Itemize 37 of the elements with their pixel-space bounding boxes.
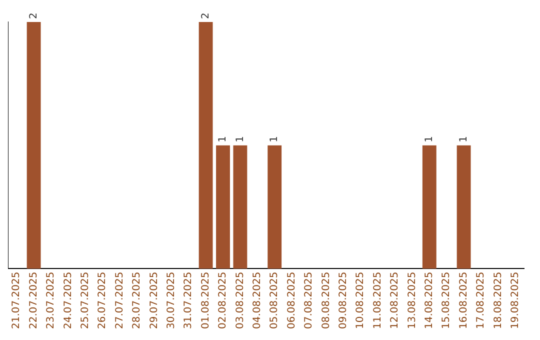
data-label: 1 [424,136,435,142]
x-tick-label: 05.08.2025 [269,272,280,330]
x-tick-label: 27.07.2025 [114,272,126,330]
data-label: 1 [269,136,280,142]
x-tick-label: 18.08.2025 [492,272,504,330]
data-label: 2 [28,12,40,19]
x-tick-label: 25.07.2025 [80,272,91,330]
x-tick-label: 07.08.2025 [304,272,315,330]
x-tick-label: 23.07.2025 [46,272,57,330]
x-tick-label: 06.08.2025 [286,272,298,330]
data-label: 1 [458,136,470,142]
data-label: 1 [218,136,229,142]
x-tick-label: 31.07.2025 [183,272,194,330]
x-tick-label: 08.08.2025 [320,272,332,330]
x-tick-label: 03.08.2025 [234,272,246,330]
x-tick-label: 26.07.2025 [97,272,108,330]
x-tick-label: 19.08.2025 [510,272,521,330]
x-tick-label: 10.08.2025 [355,272,366,330]
x-tick-label: 15.08.2025 [441,272,452,330]
x-tick-label: 30.07.2025 [166,272,177,330]
x-tick-label: 09.08.2025 [338,272,349,330]
x-tick-label: 13.08.2025 [406,272,418,330]
data-label: 1 [234,136,246,142]
x-tick-label: 22.07.2025 [28,272,40,330]
x-tick-label: 28.07.2025 [132,272,143,330]
x-tick-label: 16.08.2025 [458,272,470,330]
x-tick-label: 04.08.2025 [252,272,263,330]
x-tick-label: 21.07.2025 [11,272,22,330]
x-tick-label: 11.08.2025 [372,272,384,330]
x-tick-label: 01.08.2025 [200,272,212,330]
x-tick-label: 14.08.2025 [424,272,435,330]
x-tick-label: 02.08.2025 [218,272,229,330]
x-tick-label: 17.08.2025 [476,272,487,330]
x-tick-label: 12.08.2025 [390,272,401,330]
x-tick-label: 24.07.2025 [62,272,74,330]
data-label: 2 [200,12,212,19]
x-tick-label: 29.07.2025 [148,272,160,330]
